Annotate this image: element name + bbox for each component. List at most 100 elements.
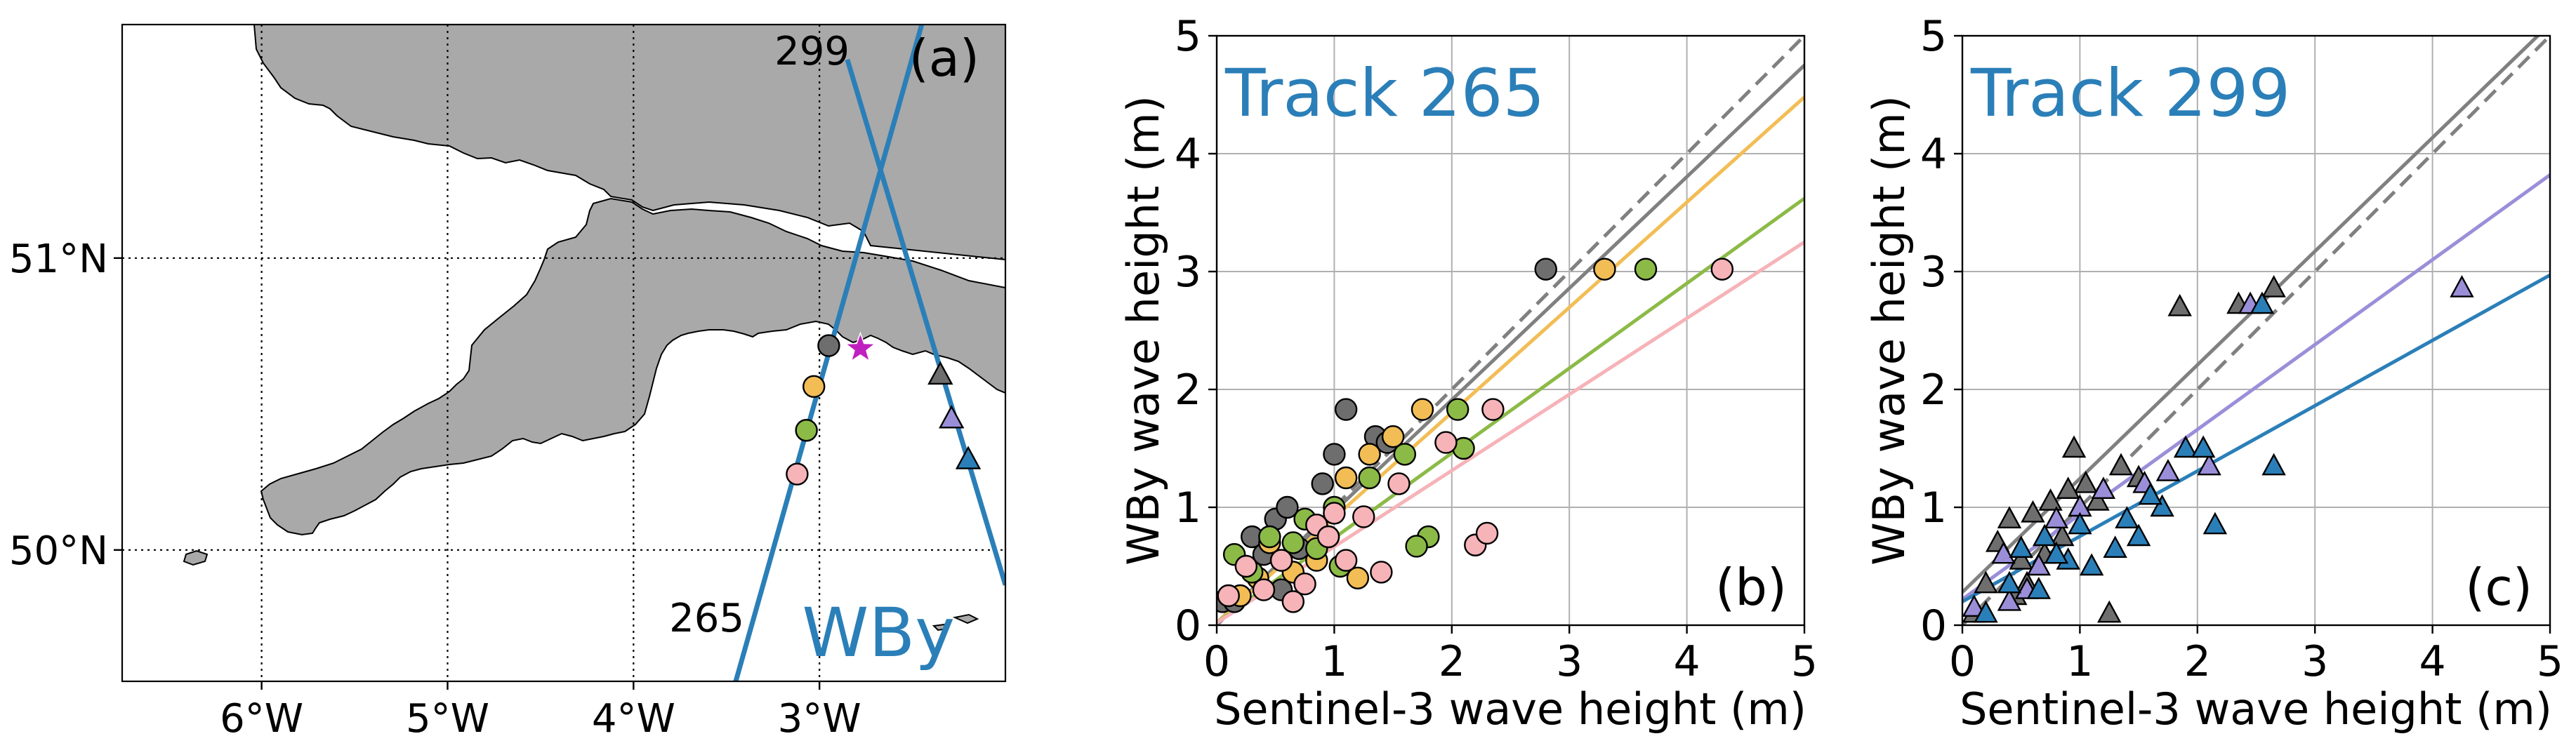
scatter-c-xtick-label-4: 4: [2419, 637, 2446, 686]
scatter-c-xtick-label-0: 0: [1949, 637, 1976, 686]
scatter-c-point-blue-18: [2138, 482, 2163, 505]
scatter-b-point-green-9: [1405, 535, 1428, 558]
scatter-c-point-blue-17: [2044, 541, 2069, 564]
scatter-c-title: Track 299: [1970, 55, 2290, 132]
scatter-c-tick-labels: 00 1 1 2 2 3 3 4 4 5 5: [1920, 12, 2563, 686]
scatter-c-point-purple-12: [1997, 588, 2022, 611]
scatter-b-point-pink-16: [1293, 573, 1316, 596]
map-point-265-1: [802, 375, 826, 399]
scatter-b-point-pink-3: [1269, 549, 1293, 572]
scatter-b-xtick-label-1: 1: [1321, 637, 1347, 686]
scatter-b-point-pink-4: [1281, 590, 1305, 613]
map-track-label-299: 299: [774, 29, 850, 74]
scatter-b-point-orange-6: [1381, 425, 1405, 448]
scatter-b-point-pink-2: [1252, 578, 1276, 601]
scatter-c-point-gray-7: [2050, 523, 2075, 547]
scatter-b-ytick-label-2: 2: [1175, 366, 1201, 415]
scatter-b-xtick-label-0: 0: [1203, 637, 1230, 686]
scatter-b-point-green-7: [1393, 443, 1417, 466]
scatter-b-ylabel: WBy wave height (m): [1118, 95, 1169, 566]
scatter-c-ytick-label-4: 4: [1920, 130, 1947, 179]
scatter-b-xtick-label-2: 2: [1439, 637, 1465, 686]
scatter-b-point-green-11: [1446, 398, 1469, 421]
scatter-c-point-purple-7: [2155, 459, 2181, 481]
scatter-b-point-pink-9: [1370, 561, 1393, 584]
scatter-c-xtick-label-1: 1: [2066, 637, 2093, 686]
scatter-c-xtick-label-5: 5: [2537, 637, 2563, 686]
scatter-c-point-blue-11: [2150, 494, 2174, 517]
scatter-c-ytick-label-5: 5: [1920, 12, 1947, 61]
map-track-label-265: 265: [669, 596, 744, 641]
scatter-b-frame: [1215, 34, 1806, 627]
scatter-c-point-gray-14: [2167, 293, 2192, 316]
map-tick-labels: 6°W 5°W 4°W 3°W 51°N 50°N: [9, 236, 861, 742]
scatter-c-point-blue-7: [2079, 553, 2104, 576]
scatter-b-point-orange-7: [1411, 398, 1434, 421]
scatter-c-points: [1962, 275, 2474, 623]
scatter-b-xtick-label-4: 4: [1674, 637, 1700, 686]
scatter-c-point-gray-3: [1997, 506, 2022, 528]
scatter-b-point-pink-0: [1217, 584, 1240, 608]
map-track-299: [845, 58, 1005, 586]
scatter-c-ytick-label-3: 3: [1920, 248, 1947, 297]
scatter-c-point-purple-3: [2044, 506, 2069, 528]
map-point-299-2: [955, 446, 982, 469]
map-point-299-0: [927, 361, 953, 385]
scatter-b-point-pink-17: [1323, 502, 1346, 525]
scatter-b-ytick-label-1: 1: [1175, 483, 1201, 533]
scatter-c-point-purple-11: [2026, 553, 2052, 576]
scatter-c-point-blue-14: [2202, 512, 2228, 535]
scatter-b-point-pink-11: [1434, 431, 1458, 454]
scatter-b-ytick-label-5: 5: [1175, 12, 1201, 61]
map-panel-label: (a): [909, 29, 979, 88]
map-point-265-0: [817, 334, 840, 357]
scatter-b-one-to-one-line: [1217, 36, 1804, 625]
map-gridlines: [122, 25, 1005, 681]
scatter-c-point-blue-3: [2026, 577, 2052, 599]
scatter-c-point-purple-10: [2450, 275, 2474, 298]
scatter-c-point-blue-13: [2191, 435, 2216, 458]
map-xtick-label-3: 3°W: [778, 696, 861, 742]
scatter-panel-track-299: 00 1 1 2 2 3 3 4 4 5 5 Track 299 (c) Sentinel-3 wa…: [1863, 12, 2563, 735]
scatter-b-ytick-label-4: 4: [1175, 130, 1201, 179]
scatter-c-point-blue-15: [2250, 291, 2275, 314]
scatter-b-point-orange-4: [1334, 466, 1358, 490]
map-land-wales: [253, 25, 1005, 261]
scatter-c-ytick-label-1: 1: [1920, 483, 1947, 533]
scatter-c-point-gray-6: [2038, 488, 2063, 511]
scatter-c-xlabel: Sentinel-3 wave height (m): [1960, 683, 2552, 735]
scatter-c-point-gray-10: [2085, 488, 2110, 511]
scatter-b-xlabel: Sentinel-3 wave height (m): [1214, 683, 1806, 735]
scatter-c-point-gray-8: [2061, 435, 2087, 458]
map-point-299-1: [939, 405, 965, 429]
scatter-c-xtick-label-2: 2: [2184, 637, 2211, 686]
map-xtick-label-2: 4°W: [592, 696, 675, 742]
scatter-b-point-gray-4: [1276, 495, 1299, 519]
map-buoy-label: WBy: [802, 594, 955, 672]
scatter-c-point-gray-9: [2073, 470, 2098, 493]
scatter-b-tick-labels: 00 1 1 2 2 3 3 4 4 5 5: [1175, 12, 1818, 686]
scatter-c-point-blue-12: [2173, 435, 2198, 458]
scatter-c-point-blue-0: [1974, 600, 1998, 623]
scatter-c-panel-label: (c): [2465, 558, 2532, 617]
scatter-c-point-blue-6: [2068, 512, 2092, 535]
scatter-b-point-orange-10: [1593, 258, 1616, 281]
scatter-b-point-green-12: [1634, 258, 1658, 281]
scatter-c-point-blue-2: [2009, 535, 2033, 558]
scatter-b-point-gray-10: [1534, 258, 1557, 281]
scatter-b-xtick-label-3: 3: [1556, 637, 1583, 686]
scatter-c-point-gray-4: [2009, 547, 2033, 570]
scatter-c-point-gray-12: [2108, 453, 2134, 476]
scatter-panel-track-265: 00 1 1 2 2 3 3 4 4 5 5 Track 265 (b) Sentinel-3 wa…: [1118, 12, 1818, 735]
scatter-c-point-purple-8: [2197, 453, 2221, 476]
scatter-b-point-gray-7: [1334, 398, 1358, 421]
scatter-c-ytick-label-2: 2: [1920, 366, 1947, 415]
map-frame: [121, 23, 1007, 683]
scatter-c-point-gray-1: [1974, 570, 1998, 594]
map-xtick-label-1: 5°W: [406, 696, 489, 742]
scatter-b-point-green-14: [1281, 531, 1305, 554]
scatter-c-xtick-label-3: 3: [2301, 637, 2328, 686]
scatter-b-point-pink-6: [1316, 525, 1340, 549]
scatter-c-point-blue-9: [2115, 506, 2139, 528]
